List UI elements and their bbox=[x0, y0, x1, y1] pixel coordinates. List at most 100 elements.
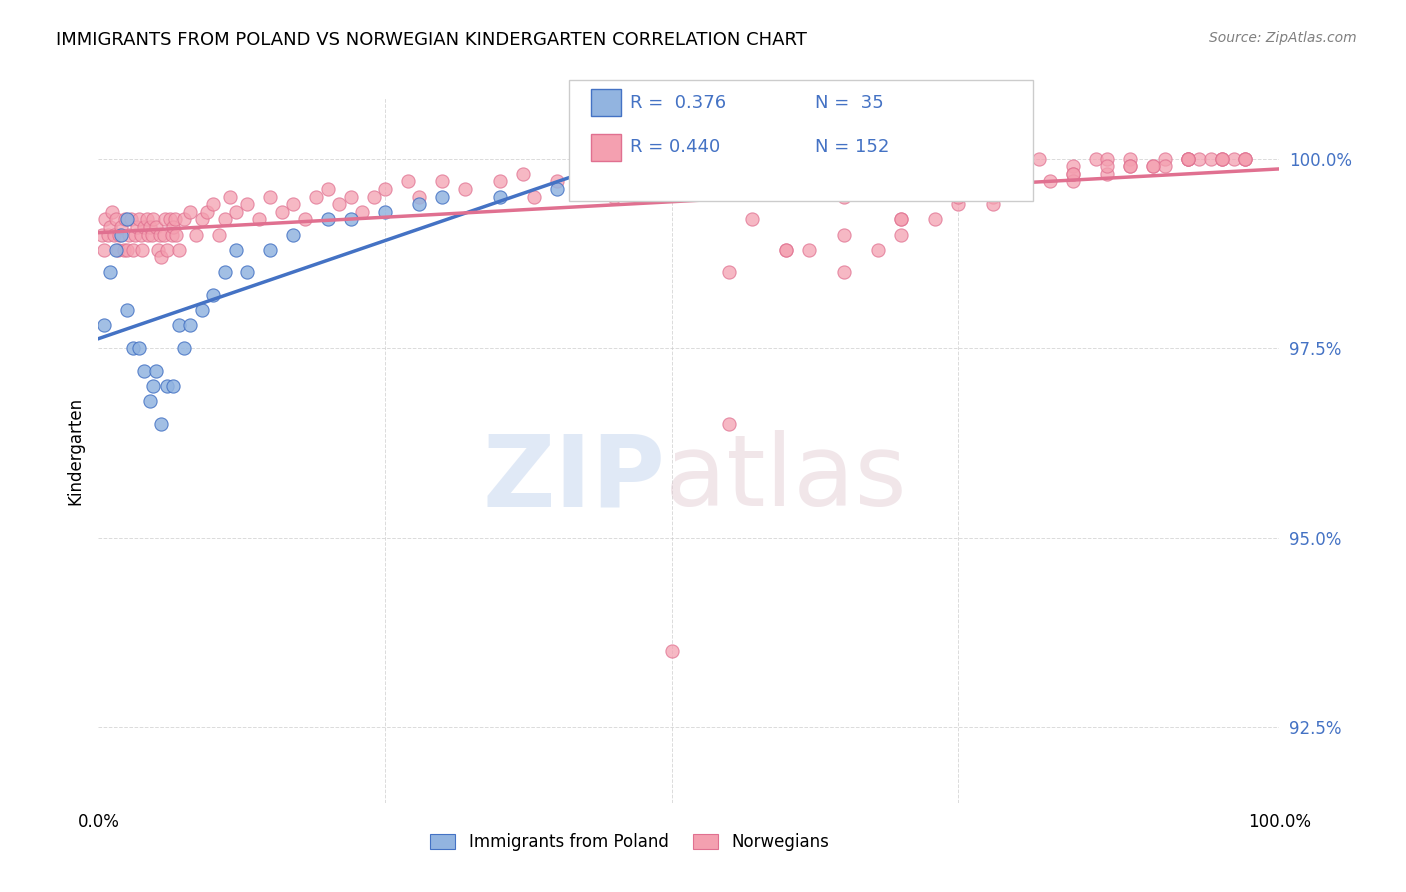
Point bbox=[259, 243, 281, 257]
Point bbox=[153, 212, 176, 227]
Text: N = 152: N = 152 bbox=[815, 138, 890, 156]
Point bbox=[160, 227, 183, 242]
Point bbox=[1153, 159, 1175, 173]
Point bbox=[1119, 159, 1142, 173]
Point bbox=[145, 364, 167, 378]
Point bbox=[114, 212, 136, 227]
Point bbox=[603, 189, 626, 203]
Point bbox=[1234, 152, 1257, 166]
Point bbox=[339, 189, 361, 203]
Point bbox=[150, 417, 173, 431]
Point bbox=[523, 189, 546, 203]
Point bbox=[661, 644, 683, 658]
Point bbox=[890, 212, 912, 227]
Point bbox=[202, 288, 225, 302]
Point bbox=[546, 174, 568, 188]
Point bbox=[718, 265, 741, 279]
Point bbox=[1177, 152, 1199, 166]
Point bbox=[832, 265, 855, 279]
Point bbox=[120, 212, 142, 227]
Point bbox=[173, 212, 195, 227]
Point bbox=[408, 197, 430, 211]
Point bbox=[775, 243, 797, 257]
Point bbox=[981, 197, 1004, 211]
Point bbox=[139, 394, 162, 409]
Point bbox=[142, 379, 165, 393]
Point bbox=[107, 243, 129, 257]
Point bbox=[832, 152, 855, 166]
Point bbox=[316, 182, 339, 196]
Point bbox=[179, 204, 201, 219]
Point bbox=[1177, 152, 1199, 166]
Point bbox=[149, 227, 172, 242]
Point bbox=[150, 250, 173, 264]
Point bbox=[488, 189, 510, 203]
Point bbox=[1234, 152, 1257, 166]
Point bbox=[948, 197, 970, 211]
Point bbox=[1222, 152, 1244, 166]
Point bbox=[134, 364, 156, 378]
Point bbox=[128, 212, 150, 227]
Point bbox=[104, 243, 127, 257]
Point bbox=[637, 167, 659, 181]
Point bbox=[167, 243, 190, 257]
Point bbox=[98, 219, 121, 234]
Point bbox=[270, 204, 292, 219]
Point bbox=[1039, 174, 1062, 188]
Point bbox=[202, 197, 225, 211]
Point bbox=[1028, 152, 1050, 166]
Point bbox=[454, 182, 477, 196]
Point bbox=[121, 341, 143, 355]
Point bbox=[214, 212, 236, 227]
Point bbox=[981, 189, 1004, 203]
Point bbox=[890, 212, 912, 227]
Point bbox=[912, 152, 935, 166]
Point bbox=[1062, 159, 1084, 173]
Point bbox=[195, 204, 218, 219]
Point bbox=[219, 189, 242, 203]
Point bbox=[127, 219, 149, 234]
Point bbox=[924, 182, 946, 196]
Point bbox=[1211, 152, 1233, 166]
Point bbox=[752, 159, 775, 173]
Point bbox=[718, 167, 741, 181]
Point bbox=[103, 227, 125, 242]
Point bbox=[93, 318, 115, 333]
Point bbox=[799, 167, 821, 181]
Text: R = 0.440: R = 0.440 bbox=[630, 138, 720, 156]
Point bbox=[131, 243, 153, 257]
Point bbox=[152, 227, 174, 242]
Point bbox=[661, 167, 683, 181]
Point bbox=[90, 227, 112, 242]
Point bbox=[1234, 152, 1257, 166]
Point bbox=[1004, 159, 1026, 173]
Point bbox=[603, 174, 626, 188]
Point bbox=[363, 189, 385, 203]
Y-axis label: Kindergarten: Kindergarten bbox=[66, 396, 84, 505]
Point bbox=[110, 227, 132, 242]
Point bbox=[115, 212, 138, 227]
Point bbox=[225, 204, 247, 219]
Point bbox=[1211, 152, 1233, 166]
Point bbox=[129, 227, 152, 242]
Point bbox=[855, 159, 877, 173]
Point bbox=[1211, 152, 1233, 166]
Point bbox=[208, 227, 231, 242]
Point bbox=[1004, 174, 1026, 188]
Point bbox=[432, 189, 454, 203]
Point bbox=[94, 212, 117, 227]
Point bbox=[970, 152, 993, 166]
Point bbox=[146, 243, 169, 257]
Point bbox=[328, 197, 350, 211]
Point bbox=[112, 243, 135, 257]
Point bbox=[98, 265, 121, 279]
Point bbox=[214, 265, 236, 279]
Point bbox=[1153, 152, 1175, 166]
Point bbox=[162, 379, 184, 393]
Point bbox=[868, 152, 890, 166]
Point bbox=[948, 159, 970, 173]
Point bbox=[165, 212, 187, 227]
Point bbox=[173, 341, 195, 355]
Point bbox=[488, 174, 510, 188]
Point bbox=[93, 243, 115, 257]
